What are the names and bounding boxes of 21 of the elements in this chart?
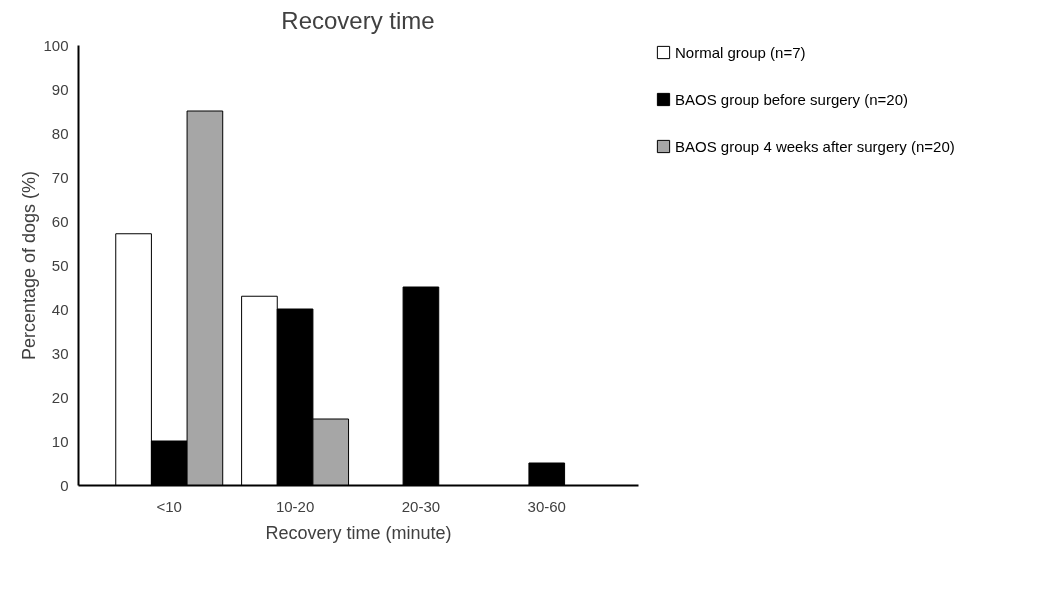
- y-tick-label: 30: [51, 344, 69, 362]
- y-axis-title: Percentage of dogs (%): [19, 170, 40, 361]
- y-tick-label: 90: [51, 80, 69, 98]
- chart-title: Recovery time: [281, 7, 435, 34]
- y-tick-label: 0: [60, 476, 69, 494]
- legend-label: BAOS group 4 weeks after surgery (n=20): [675, 137, 955, 155]
- y-tick-label: 20: [51, 388, 69, 406]
- y-tick-label: 40: [51, 300, 69, 318]
- y-tick-label: 70: [51, 168, 69, 186]
- y-tick-label: 50: [51, 256, 69, 274]
- y-tick-label: 10: [51, 432, 69, 450]
- x-tick-label: <10: [156, 497, 182, 515]
- y-tick-label: 80: [51, 124, 69, 142]
- legend-label: BAOS group before surgery (n=20): [675, 90, 909, 108]
- y-tick-label: 60: [51, 212, 69, 230]
- legend-label: Normal group (n=7): [675, 43, 806, 61]
- x-tick-label: 30-60: [527, 497, 566, 515]
- x-axis-title: Recovery time (minute): [265, 522, 452, 543]
- x-tick-label: 10-20: [275, 497, 315, 515]
- x-tick-label: 20-30: [401, 497, 441, 515]
- y-tick-label: 100: [43, 36, 69, 54]
